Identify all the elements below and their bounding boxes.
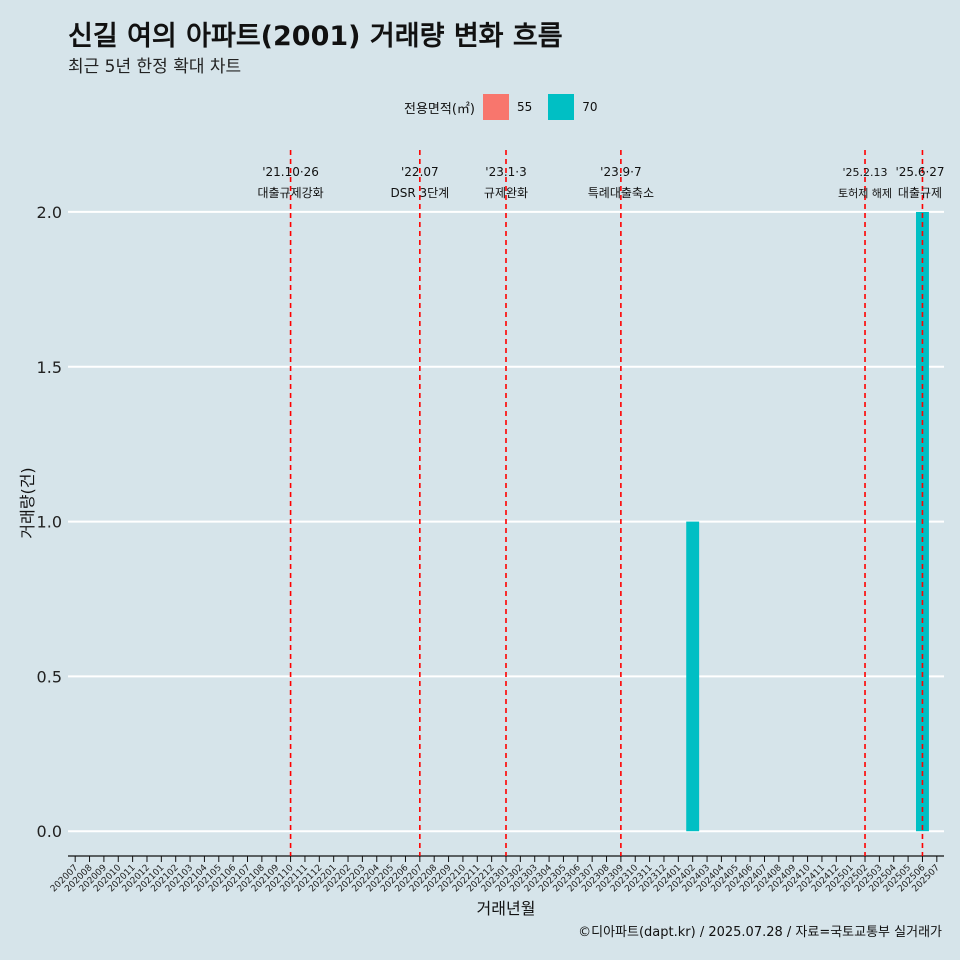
- event-date: '23.9·7: [600, 165, 641, 179]
- chart-title: 신길 여의 아파트(2001) 거래량 변화 흐름: [68, 21, 563, 52]
- event-label: 토허제 해제: [838, 186, 892, 200]
- legend-label-55: 55: [516, 100, 533, 114]
- y-tick-label: 0.0: [37, 822, 62, 841]
- event-date: '23.1·3: [485, 165, 526, 179]
- event-label: 대출규제강화: [257, 186, 323, 200]
- legend-label-70: 70: [582, 100, 598, 114]
- legend-key-55: [482, 94, 509, 120]
- chart-subtitle: 최근 5년 한정 확대 차트: [68, 57, 242, 77]
- event-label: 특례대출축소: [588, 186, 654, 200]
- y-tick-label: 0.5: [37, 667, 62, 686]
- y-tick-label: 1.0: [37, 513, 62, 532]
- event-date: '25.6·27: [895, 165, 944, 179]
- event-date: '25.2.13: [843, 166, 888, 179]
- event-date: '21.10·26: [262, 165, 319, 179]
- event-label: 규제완화: [484, 186, 528, 200]
- y-tick-label: 1.5: [37, 358, 62, 377]
- event-date: '22.07: [401, 165, 439, 179]
- legend: 전용면적(㎡) 55 70: [404, 93, 614, 121]
- x-axis-title: 거래년월: [477, 899, 536, 918]
- legend-key-70: [548, 94, 575, 120]
- bar-202402: [686, 521, 700, 832]
- event-label: DSR 3단계: [390, 186, 449, 200]
- event-label: 대출규제: [898, 186, 942, 200]
- source-caption: ©디아파트(dapt.kr) / 2025.07.28 / 자료=국토교통부 실…: [578, 925, 942, 940]
- y-tick-label: 2.0: [37, 203, 62, 222]
- y-axis-title: 거래량(건): [18, 467, 37, 538]
- legend-title: 전용면적(㎡): [404, 101, 475, 117]
